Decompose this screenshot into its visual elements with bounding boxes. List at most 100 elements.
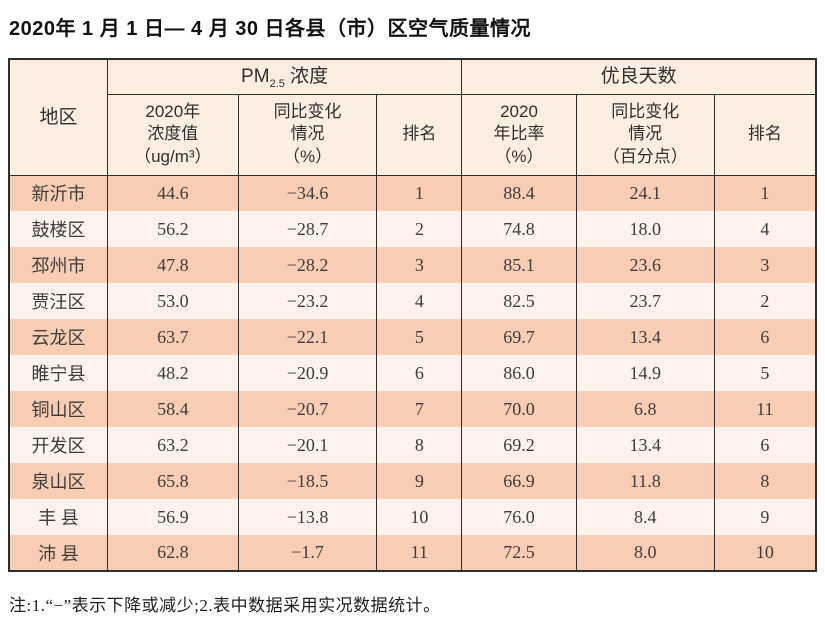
table-row: 睢宁县 48.2 −20.9 6 86.0 14.9 5 bbox=[8, 355, 817, 391]
region-cell: 睢宁县 bbox=[8, 355, 108, 391]
good-rate-cell: 70.0 bbox=[461, 391, 577, 427]
good-change-cell: 18.0 bbox=[575, 211, 715, 247]
good-rate-cell: 85.1 bbox=[461, 247, 577, 283]
good-change-cell: 23.6 bbox=[575, 247, 715, 283]
good-change-cell: 13.4 bbox=[575, 427, 715, 463]
header-pm-value: 2020年 浓度值 （ug/m³） bbox=[106, 93, 239, 176]
header-region: 地区 bbox=[8, 58, 108, 176]
pm-rank-cell: 8 bbox=[376, 427, 463, 463]
good-rank-cell: 9 bbox=[713, 499, 817, 535]
header-pm-group: PM2.5 浓度 bbox=[106, 58, 463, 95]
pm-value-cell: 63.2 bbox=[106, 427, 239, 463]
good-rank-cell: 6 bbox=[713, 427, 817, 463]
good-rate-cell: 72.5 bbox=[461, 535, 577, 571]
table-header: 地区 PM2.5 浓度 优良天数 2020年 浓度值 （ug/m³） 同比变化 … bbox=[8, 58, 817, 176]
pm-label-subscript: 2.5 bbox=[269, 78, 285, 90]
pm-change-cell: −22.1 bbox=[237, 319, 378, 355]
pm-change-cell: −20.9 bbox=[237, 355, 378, 391]
good-rate-cell: 69.2 bbox=[461, 427, 577, 463]
table-row: 云龙区 63.7 −22.1 5 69.7 13.4 6 bbox=[8, 319, 817, 355]
good-change-cell: 11.8 bbox=[575, 463, 715, 499]
footnote: 注:1.“−”表示下降或减少;2.表中数据采用实况数据统计。 bbox=[9, 596, 441, 615]
pm-change-cell: −28.2 bbox=[237, 247, 378, 283]
table-body: 新沂市 44.6 −34.6 1 88.4 24.1 1 鼓楼区 56.2 −2… bbox=[8, 175, 817, 571]
pm-change-cell: −13.8 bbox=[237, 499, 378, 535]
good-change-cell: 24.1 bbox=[575, 175, 715, 211]
pm-change-cell: −1.7 bbox=[237, 535, 378, 571]
pm-value-cell: 56.9 bbox=[106, 499, 239, 535]
good-rank-cell: 2 bbox=[713, 283, 817, 319]
good-rank-cell: 5 bbox=[713, 355, 817, 391]
pm-rank-cell: 10 bbox=[376, 499, 463, 535]
good-change-cell: 6.8 bbox=[575, 391, 715, 427]
region-cell: 贾汪区 bbox=[8, 283, 108, 319]
region-cell: 铜山区 bbox=[8, 391, 108, 427]
region-cell: 新沂市 bbox=[8, 175, 108, 211]
page-title: 2020年 1 月 1 日— 4 月 30 日各县（市）区空气质量情况 bbox=[9, 18, 532, 40]
table-row: 泉山区 65.8 −18.5 9 66.9 11.8 8 bbox=[8, 463, 817, 499]
table-row: 鼓楼区 56.2 −28.7 2 74.8 18.0 4 bbox=[8, 211, 817, 247]
pm-label-rest: 浓度 bbox=[284, 66, 329, 88]
pm-value-cell: 58.4 bbox=[106, 391, 239, 427]
pm-value-cell: 62.8 bbox=[106, 535, 239, 571]
header-pm-change: 同比变化 情况 （%） bbox=[237, 93, 378, 176]
pm-rank-cell: 11 bbox=[376, 535, 463, 571]
good-rank-cell: 3 bbox=[713, 247, 817, 283]
pm-rank-cell: 6 bbox=[376, 355, 463, 391]
pm-value-cell: 56.2 bbox=[106, 211, 239, 247]
table-row: 新沂市 44.6 −34.6 1 88.4 24.1 1 bbox=[8, 175, 817, 211]
pm-rank-cell: 9 bbox=[376, 463, 463, 499]
good-rank-cell: 1 bbox=[713, 175, 817, 211]
good-rate-cell: 88.4 bbox=[461, 175, 577, 211]
good-change-cell: 14.9 bbox=[575, 355, 715, 391]
good-rate-cell: 82.5 bbox=[461, 283, 577, 319]
table-row: 开发区 63.2 −20.1 8 69.2 13.4 6 bbox=[8, 427, 817, 463]
good-rate-cell: 74.8 bbox=[461, 211, 577, 247]
table-row: 丰 县 56.9 −13.8 10 76.0 8.4 9 bbox=[8, 499, 817, 535]
pm-change-cell: −23.2 bbox=[237, 283, 378, 319]
good-rank-cell: 10 bbox=[713, 535, 817, 571]
pm-value-cell: 65.8 bbox=[106, 463, 239, 499]
good-change-cell: 13.4 bbox=[575, 319, 715, 355]
pm-label-base: PM bbox=[241, 66, 270, 88]
header-sub-row: 2020年 浓度值 （ug/m³） 同比变化 情况 （%） 排名 2020 年比… bbox=[9, 93, 817, 176]
region-cell: 云龙区 bbox=[8, 319, 108, 355]
pm-change-cell: −20.1 bbox=[237, 427, 378, 463]
good-rank-cell: 8 bbox=[713, 463, 817, 499]
pm-value-cell: 44.6 bbox=[106, 175, 239, 211]
pm-rank-cell: 3 bbox=[376, 247, 463, 283]
region-cell: 泉山区 bbox=[8, 463, 108, 499]
good-rate-cell: 66.9 bbox=[461, 463, 577, 499]
pm-change-cell: −34.6 bbox=[237, 175, 378, 211]
pm-value-cell: 63.7 bbox=[106, 319, 239, 355]
header-good-change: 同比变化 情况 （百分点） bbox=[575, 93, 715, 176]
table-row: 邳州市 47.8 −28.2 3 85.1 23.6 3 bbox=[8, 247, 817, 283]
good-change-cell: 8.4 bbox=[575, 499, 715, 535]
region-cell: 邳州市 bbox=[8, 247, 108, 283]
pm-change-cell: −28.7 bbox=[237, 211, 378, 247]
pm-value-cell: 48.2 bbox=[106, 355, 239, 391]
pm-value-cell: 47.8 bbox=[106, 247, 239, 283]
table-row: 铜山区 58.4 −20.7 7 70.0 6.8 11 bbox=[8, 391, 817, 427]
good-rate-cell: 86.0 bbox=[461, 355, 577, 391]
header-pm-rank: 排名 bbox=[376, 93, 463, 176]
air-quality-table: 地区 PM2.5 浓度 优良天数 2020年 浓度值 （ug/m³） 同比变化 … bbox=[8, 58, 817, 572]
good-rate-cell: 69.7 bbox=[461, 319, 577, 355]
pm-rank-cell: 5 bbox=[376, 319, 463, 355]
pm-rank-cell: 1 bbox=[376, 175, 463, 211]
region-cell: 沛 县 bbox=[8, 535, 108, 571]
header-good-rank: 排名 bbox=[713, 93, 817, 176]
header-group-row: 地区 PM2.5 浓度 优良天数 bbox=[8, 58, 817, 176]
good-rank-cell: 4 bbox=[713, 211, 817, 247]
pm-value-cell: 53.0 bbox=[106, 283, 239, 319]
header-good-days-group: 优良天数 bbox=[461, 58, 817, 95]
pm-change-cell: −20.7 bbox=[237, 391, 378, 427]
region-cell: 鼓楼区 bbox=[8, 211, 108, 247]
table-row: 沛 县 62.8 −1.7 11 72.5 8.0 10 bbox=[8, 535, 817, 571]
pm-change-cell: −18.5 bbox=[237, 463, 378, 499]
region-cell: 丰 县 bbox=[8, 499, 108, 535]
region-cell: 开发区 bbox=[8, 427, 108, 463]
header-good-rate: 2020 年比率 （%） bbox=[461, 93, 577, 176]
pm-rank-cell: 2 bbox=[376, 211, 463, 247]
